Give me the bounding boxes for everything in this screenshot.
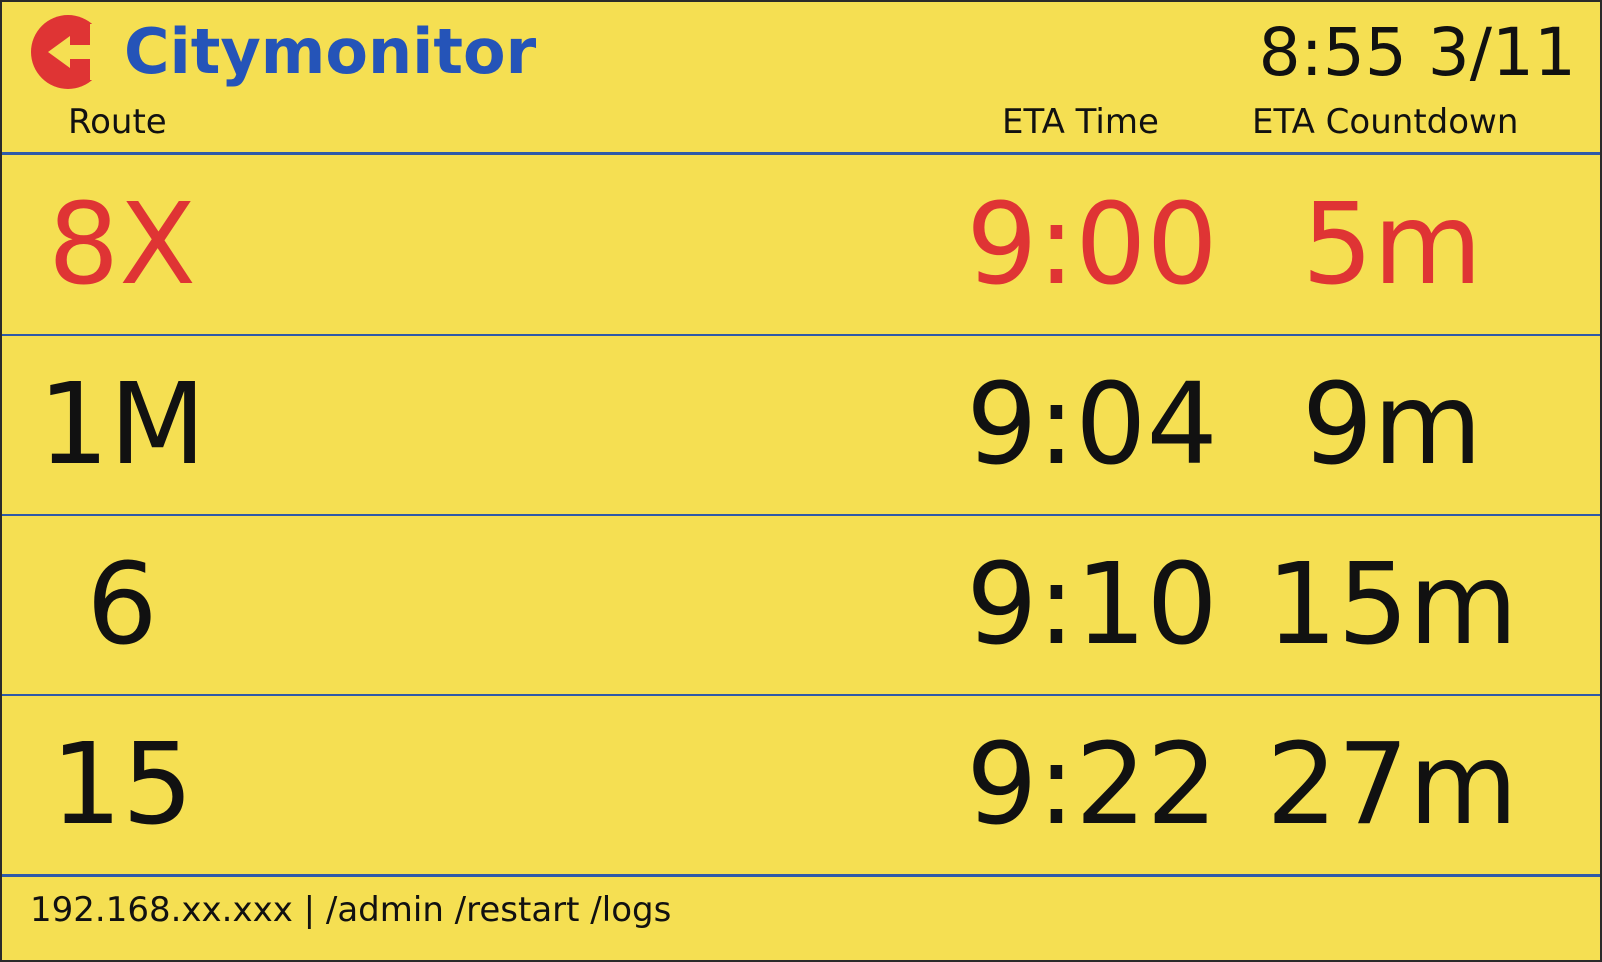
route-cell: 15 [50,720,194,850]
eta-countdown-cell: 27m [1266,720,1518,850]
column-header-route: Route [68,102,167,142]
row-divider [2,694,1600,696]
header: Citymonitor 8:55 3/11 Route ETA Time ETA… [2,2,1600,156]
route-cell: 6 [86,540,158,670]
eta-countdown-cell: 5m [1301,180,1483,310]
column-header-eta-countdown: ETA Countdown [1252,102,1519,142]
column-header-eta-time: ETA Time [1002,102,1159,142]
footer-divider [2,874,1600,877]
arrival-row: 15 9:22 27m [2,696,1600,874]
footer-status-text: 192.168.xx.xxx | /admin /restart /logs [30,890,672,930]
brand-title: Citymonitor [124,15,537,88]
citymonitor-logo-icon [31,15,106,89]
clock-date-display: 8:55 3/11 [1258,14,1576,91]
eta-time-cell: 9:00 [966,180,1218,310]
route-cell: 1M [38,360,206,490]
arrival-row: 6 9:10 15m [2,516,1600,694]
eta-time-cell: 9:04 [966,360,1218,490]
header-divider [2,152,1600,155]
arrival-row: 8X 9:00 5m [2,156,1600,334]
eta-countdown-cell: 15m [1266,540,1518,670]
row-divider [2,514,1600,516]
arrival-row: 1M 9:04 9m [2,336,1600,514]
eta-countdown-cell: 9m [1301,360,1483,490]
row-divider [2,334,1600,336]
eta-time-cell: 9:10 [966,540,1218,670]
route-cell: 8X [48,180,196,310]
eta-time-cell: 9:22 [966,720,1218,850]
